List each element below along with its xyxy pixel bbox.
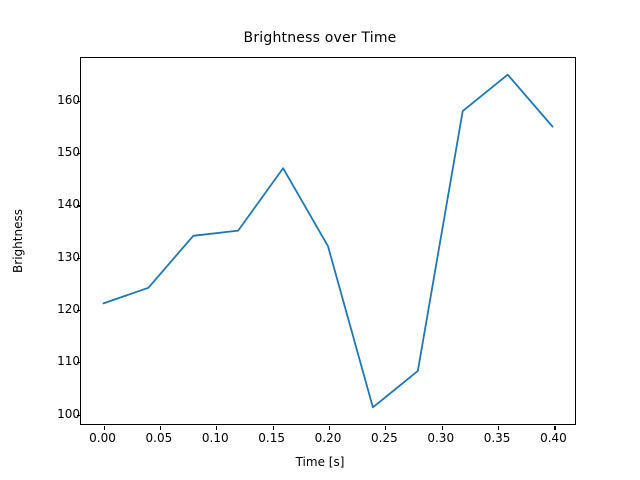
x-tick-mark	[159, 426, 161, 430]
x-tick-mark	[329, 426, 331, 430]
brightness-line	[102, 73, 554, 409]
x-axis-label: Time [s]	[295, 455, 345, 469]
y-tick-label: 100	[57, 406, 80, 421]
y-tick-label: 140	[57, 197, 80, 212]
y-tick-label: 160	[57, 92, 80, 107]
y-tick-mark	[77, 153, 81, 155]
x-tick-label: 0.00	[89, 431, 116, 445]
chart-title: Brightness over Time	[243, 30, 397, 46]
x-tick-mark	[441, 426, 443, 430]
x-tick-mark	[385, 426, 387, 430]
x-tick-mark	[103, 426, 105, 430]
y-tick-label: 150	[57, 145, 80, 160]
x-tick-mark	[554, 426, 556, 430]
line-series-svg	[102, 73, 554, 409]
x-axis-tick-labels: 0.00 0.05 0.10 0.15 0.20 0.25 0.30 0.35 0.40	[80, 431, 576, 451]
plot-area	[77, 57, 576, 430]
y-tick-mark	[77, 205, 81, 207]
x-tick-label: 0.15	[258, 431, 285, 445]
x-tick-label: 0.35	[483, 431, 511, 445]
x-tick-mark	[272, 426, 274, 430]
y-tick-mark	[77, 309, 81, 312]
x-tick-label: 0.30	[427, 431, 455, 445]
x-tick-label: 0.40	[540, 431, 567, 445]
y-tick-label: 130	[57, 249, 80, 264]
y-tick-label: 120	[57, 301, 80, 316]
y-tick-mark	[77, 414, 81, 416]
y-tick-mark	[77, 100, 81, 102]
y-tick-label: 110	[57, 354, 80, 369]
x-tick-mark	[498, 426, 500, 430]
y-tick-mark	[77, 362, 81, 364]
y-axis-tick-labels: 100 110 120 130 140 150 160	[0, 0, 80, 480]
x-tick-label: 0.20	[314, 431, 342, 445]
x-tick-label: 0.25	[371, 431, 398, 445]
y-tick-mark	[77, 257, 81, 259]
x-tick-label: 0.10	[201, 431, 229, 445]
x-tick-mark	[216, 426, 218, 430]
x-tick-label: 0.05	[145, 431, 173, 445]
